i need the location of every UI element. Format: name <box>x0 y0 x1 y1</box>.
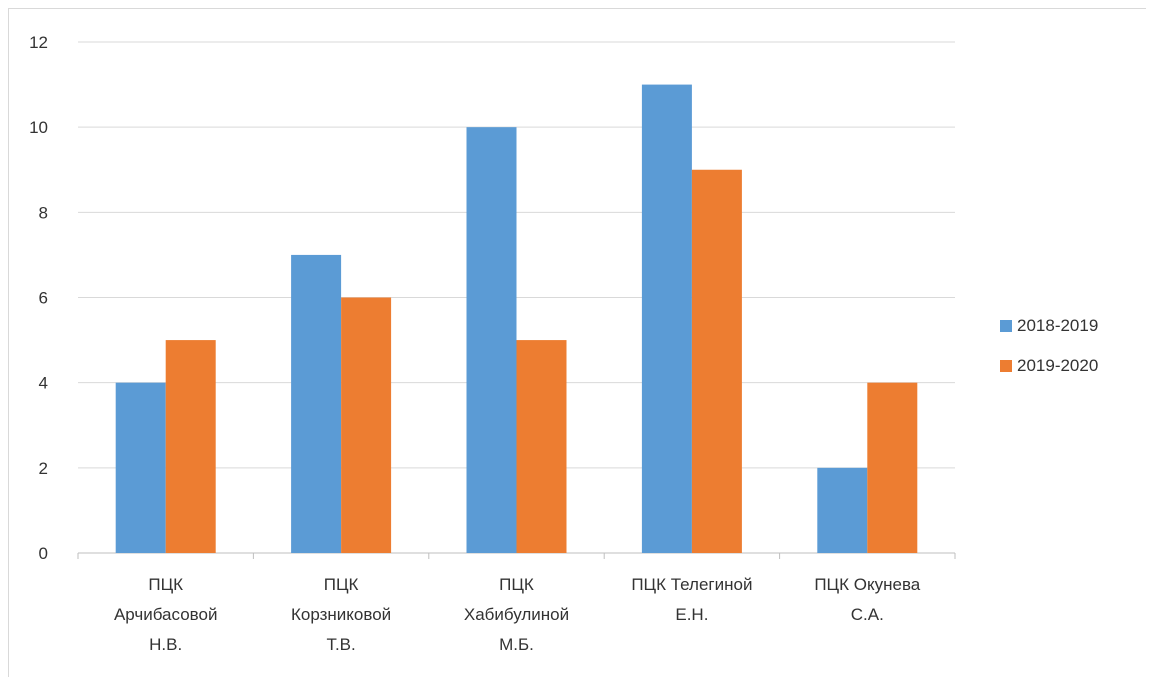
bar-series-1-cat-1 <box>115 382 166 553</box>
legend-label-series-2: 2019-2020 <box>1017 356 1099 375</box>
legend-swatch-series-2 <box>1000 360 1012 372</box>
legend-item-series-2: 2019-2020 <box>1000 352 1098 380</box>
bar-series-2-cat-1 <box>165 340 216 553</box>
x-tick-label-1-line-1: ПЦК <box>148 575 183 594</box>
y-tick-label-8: 8 <box>39 203 48 222</box>
x-tick-label-4-line-1: ПЦК Телегиной <box>631 575 752 594</box>
x-tick-label-4-line-2: Е.Н. <box>675 605 708 624</box>
y-tick-label-12: 12 <box>29 33 48 52</box>
bar-series-2-cat-3 <box>516 340 567 553</box>
x-tick-label-5-line-1: ПЦК Окунева <box>814 575 920 594</box>
x-tick-label-1-line-3: Н.В. <box>149 635 182 654</box>
y-tick-label-6: 6 <box>39 289 48 308</box>
x-tick-label-3-line-2: Хабибулиной <box>464 605 569 624</box>
x-tick-label-2-line-2: Корзниковой <box>291 605 391 624</box>
bar-series-2-cat-2 <box>341 297 392 553</box>
x-tick-label-5-line-2: С.А. <box>851 605 884 624</box>
legend-label-series-1: 2018-2019 <box>1017 316 1099 335</box>
y-tick-label-0: 0 <box>39 544 48 563</box>
legend-item-series-1: 2018-2019 <box>1000 312 1098 340</box>
y-tick-label-4: 4 <box>39 374 48 393</box>
x-tick-label-3-line-3: М.Б. <box>499 635 534 654</box>
chart-legend: 2018-2019 2019-2020 <box>1000 312 1098 392</box>
bar-series-1-cat-5 <box>817 467 868 553</box>
bar-series-1-cat-3 <box>466 127 517 554</box>
bar-series-2-cat-4 <box>691 169 742 553</box>
bar-series-1-cat-4 <box>641 84 692 553</box>
chart-frame <box>8 8 1146 677</box>
bar-series-1-cat-2 <box>291 254 342 553</box>
y-tick-label-2: 2 <box>39 459 48 478</box>
x-tick-label-3-line-1: ПЦК <box>499 575 534 594</box>
bar-series-2-cat-5 <box>867 382 918 553</box>
x-tick-label-1-line-2: Арчибасовой <box>114 605 218 624</box>
y-tick-label-10: 10 <box>29 118 48 137</box>
x-tick-label-2-line-3: Т.В. <box>326 635 355 654</box>
x-tick-label-2-line-1: ПЦК <box>324 575 359 594</box>
legend-swatch-series-1 <box>1000 320 1012 332</box>
